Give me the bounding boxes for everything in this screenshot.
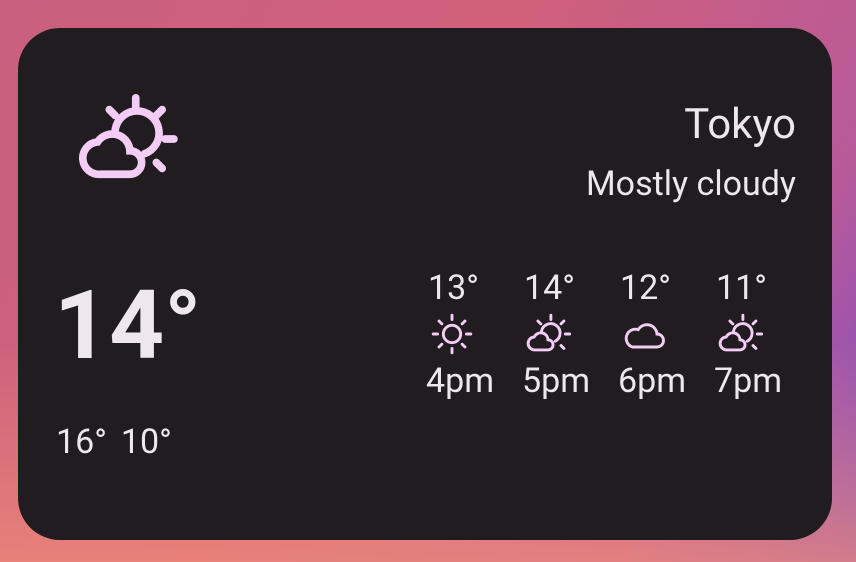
- hourly-temp: 13°: [428, 268, 479, 308]
- hourly-forecast: 13° 4pm 14° 5pm 12°: [426, 268, 810, 404]
- hourly-item: 13° 4pm: [426, 268, 522, 404]
- hourly-item: 14° 5pm: [522, 268, 618, 404]
- partly-cloudy-icon: [718, 313, 764, 352]
- current-temperature: 14°: [54, 270, 202, 382]
- hourly-time: 6pm: [618, 361, 687, 401]
- partly-cloudy-icon: [526, 313, 572, 352]
- weather-widget[interactable]: Tokyo Mostly cloudy 14° 16° 10° 13° 4pm 1…: [18, 28, 832, 540]
- cloudy-icon: [624, 323, 665, 349]
- high-temp: 16°: [56, 422, 107, 462]
- hourly-item: 11° 7pm: [714, 268, 810, 404]
- low-temp: 10°: [120, 422, 172, 462]
- city-name: Tokyo: [684, 100, 796, 149]
- hourly-time: 5pm: [522, 361, 591, 401]
- hourly-temp: 14°: [524, 268, 575, 308]
- hourly-time: 7pm: [714, 361, 783, 401]
- hourly-time: 4pm: [426, 361, 495, 401]
- hourly-temp: 11°: [716, 268, 767, 308]
- partly-cloudy-icon: [79, 94, 178, 179]
- hourly-temp: 12°: [620, 268, 671, 308]
- condition-text: Mostly cloudy: [586, 164, 796, 204]
- high-low: 16° 10°: [56, 422, 186, 462]
- hourly-item: 12° 6pm: [618, 268, 714, 404]
- sunny-icon: [431, 313, 473, 355]
